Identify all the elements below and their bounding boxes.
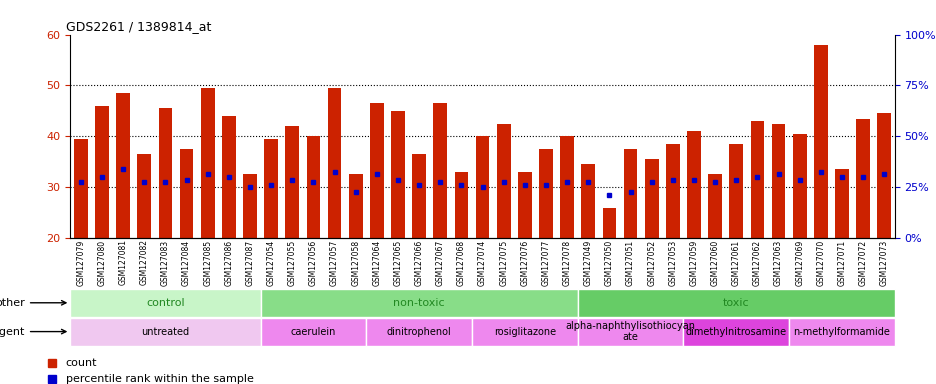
Bar (95, 106, 109, 238)
Bar (792, 134, 806, 238)
Bar (180, 149, 193, 238)
Text: control: control (146, 298, 184, 308)
Text: count: count (66, 358, 97, 368)
Text: percentile rank within the sample: percentile rank within the sample (66, 374, 254, 384)
Bar (475, 136, 489, 238)
Bar (876, 113, 890, 238)
Bar (222, 116, 236, 238)
Text: caerulein: caerulein (290, 326, 336, 337)
Bar (496, 124, 510, 238)
Bar (264, 139, 278, 238)
Bar (682, 318, 788, 346)
Bar (306, 136, 320, 238)
Bar (366, 318, 472, 346)
Bar (260, 289, 578, 317)
Bar (644, 159, 658, 238)
Text: untreated: untreated (141, 326, 189, 337)
Bar (788, 318, 894, 346)
Bar (686, 131, 700, 238)
Bar (665, 144, 679, 238)
Bar (578, 289, 894, 317)
Bar (813, 45, 826, 238)
Text: alpha-naphthylisothiocyan
ate: alpha-naphthylisothiocyan ate (565, 321, 695, 343)
Bar (242, 174, 256, 238)
Bar (834, 169, 848, 238)
Bar (412, 154, 426, 238)
Text: agent: agent (0, 326, 66, 337)
Text: dinitrophenol: dinitrophenol (387, 326, 451, 337)
Bar (285, 126, 299, 238)
Bar (260, 318, 366, 346)
Bar (728, 144, 742, 238)
Text: non-toxic: non-toxic (393, 298, 445, 308)
Bar (70, 318, 260, 346)
Bar (472, 318, 578, 346)
Bar (454, 172, 468, 238)
Bar (578, 318, 682, 346)
Bar (602, 207, 616, 238)
Text: dimethylnitrosamine: dimethylnitrosamine (685, 326, 786, 337)
Text: n-methylformamide: n-methylformamide (793, 326, 889, 337)
Bar (750, 121, 764, 238)
Bar (708, 174, 722, 238)
Text: other: other (0, 298, 66, 308)
Bar (158, 108, 172, 238)
Bar (70, 289, 260, 317)
Bar (580, 164, 594, 238)
Text: toxic: toxic (723, 298, 749, 308)
Bar (518, 172, 531, 238)
Bar (74, 139, 88, 238)
Bar (433, 103, 446, 238)
Bar (348, 174, 362, 238)
Text: GDS2261 / 1389814_at: GDS2261 / 1389814_at (66, 20, 212, 33)
Bar (560, 136, 574, 238)
Bar (370, 103, 384, 238)
Bar (138, 154, 151, 238)
Bar (390, 111, 404, 238)
Text: rosiglitazone: rosiglitazone (493, 326, 555, 337)
Bar (116, 93, 130, 238)
Bar (538, 149, 552, 238)
Bar (623, 149, 636, 238)
Bar (200, 88, 214, 238)
Bar (771, 124, 784, 238)
Bar (856, 119, 869, 238)
Bar (328, 88, 341, 238)
